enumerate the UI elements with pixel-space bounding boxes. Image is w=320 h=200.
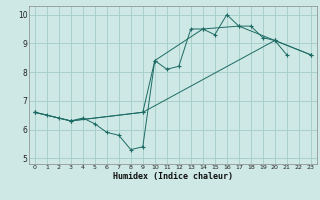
X-axis label: Humidex (Indice chaleur): Humidex (Indice chaleur) — [113, 172, 233, 181]
